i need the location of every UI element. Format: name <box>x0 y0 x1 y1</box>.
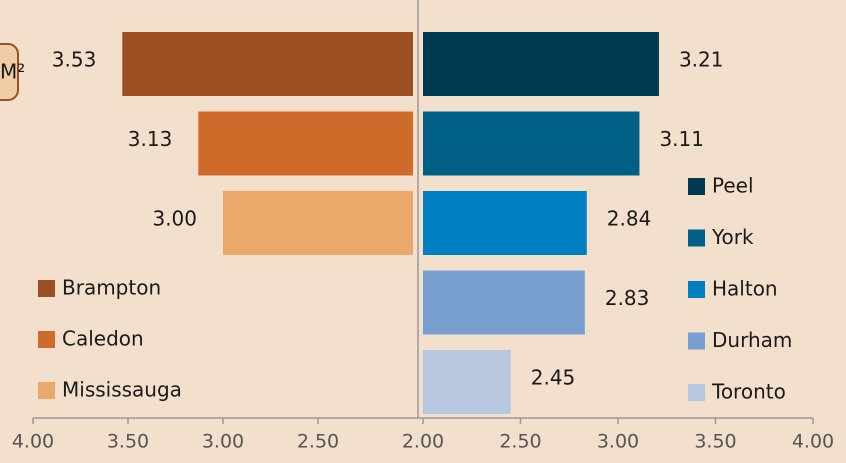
legend-label: Caledon <box>62 327 144 351</box>
x-tick-label: 3.00 <box>597 431 639 453</box>
bar <box>423 32 659 96</box>
bar <box>198 111 413 176</box>
x-tick-label: 3.50 <box>694 431 736 453</box>
x-tick-label: 2.50 <box>499 431 541 453</box>
legend-swatch <box>38 280 55 297</box>
legend-label: Brampton <box>62 276 161 300</box>
x-tick-label: 4.00 <box>12 431 54 453</box>
bar <box>423 191 587 255</box>
annotation: M² <box>0 60 25 84</box>
annotation-box <box>0 43 19 101</box>
legend-swatch <box>688 178 705 195</box>
x-tick-label: 4.00 <box>792 431 834 453</box>
bar <box>223 191 413 255</box>
x-tick-label: 2.00 <box>402 431 444 453</box>
data-label: 3.53 <box>52 48 97 72</box>
legend-label: Durham <box>712 328 792 352</box>
legend-swatch <box>688 281 705 298</box>
x-tick-label: 2.50 <box>297 431 339 453</box>
legend-label: Peel <box>712 174 754 198</box>
legend-label: Mississauga <box>62 378 182 402</box>
data-label: 3.11 <box>659 127 704 151</box>
legend-swatch <box>688 332 705 350</box>
bar <box>423 350 511 414</box>
data-label: 3.00 <box>152 207 197 231</box>
data-label: 2.83 <box>605 286 650 310</box>
legend-label: Toronto <box>711 380 786 404</box>
data-label: 2.84 <box>607 207 652 231</box>
bar <box>423 270 585 335</box>
legend-swatch <box>38 331 55 348</box>
legend-swatch <box>688 384 705 401</box>
bar <box>423 111 640 176</box>
data-label: 3.13 <box>128 127 173 151</box>
x-tick-label: 3.00 <box>202 431 244 453</box>
legend-label: Halton <box>712 277 778 301</box>
data-label: 3.21 <box>679 48 724 72</box>
legend-swatch <box>688 229 705 247</box>
x-tick-label: 3.50 <box>107 431 149 453</box>
data-label: 2.45 <box>531 366 576 390</box>
bar <box>122 32 414 96</box>
legend-label: York <box>711 225 754 249</box>
legend-swatch <box>38 382 55 399</box>
